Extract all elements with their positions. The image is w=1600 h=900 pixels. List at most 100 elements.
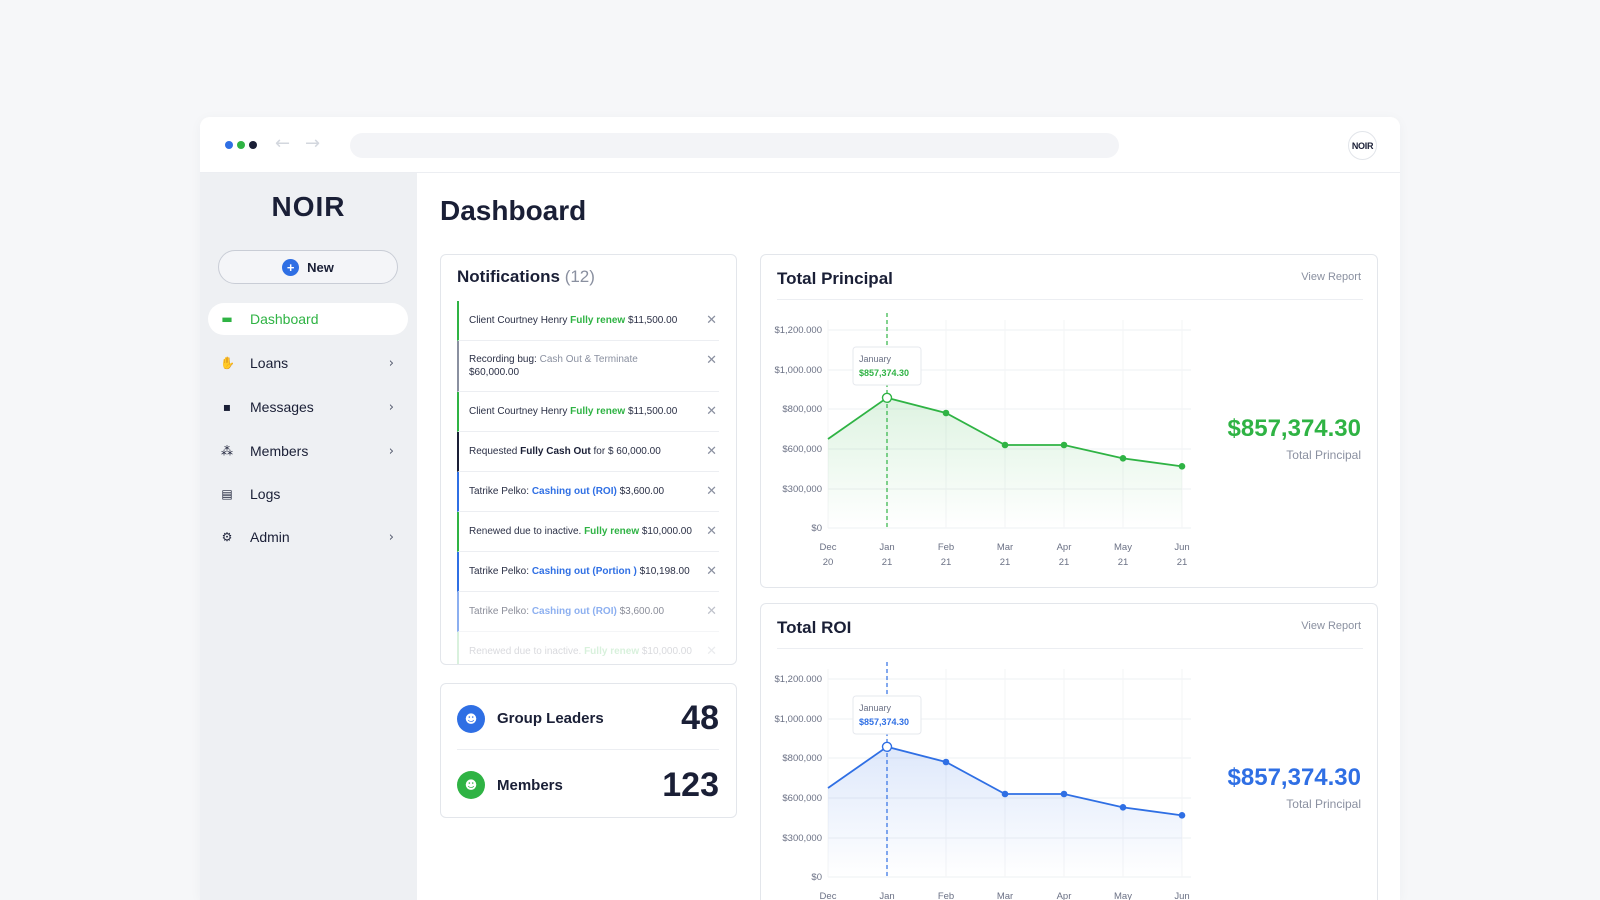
close-icon[interactable]: ✕ — [706, 404, 717, 419]
sidebar-item-members[interactable]: ⁂ Members › — [208, 435, 408, 467]
close-icon[interactable]: ✕ — [706, 564, 717, 579]
sidebar-item-label: Loans — [250, 355, 289, 371]
close-icon[interactable]: ✕ — [706, 604, 717, 619]
page-title: Dashboard — [440, 195, 587, 226]
notification-item[interactable]: Client Courtney Henry Fully renew $11,50… — [457, 301, 719, 341]
stat-members[interactable]: ☻ Members 123 — [457, 754, 719, 816]
window-dot-green[interactable] — [237, 141, 245, 149]
notifications-list[interactable]: Client Courtney Henry Fully renew $11,50… — [457, 301, 719, 664]
browser-topbar: ← → NOIR — [200, 117, 1400, 173]
stat-value: 123 — [662, 765, 719, 804]
close-icon[interactable]: ✕ — [706, 353, 717, 368]
data-point — [942, 758, 950, 766]
total-principal-caption: Total Principal — [1286, 448, 1361, 462]
notification-text: Recording bug: Cash Out & Terminate $60,… — [469, 353, 701, 379]
view-report-link[interactable]: View Report — [1301, 620, 1361, 632]
avatar[interactable]: NOIR — [1348, 131, 1377, 160]
log-file-icon: ▤ — [221, 487, 233, 501]
notification-text: Renewed due to inactive. Fully renew $10… — [469, 645, 701, 658]
notification-amount: $11,500.00 — [625, 315, 678, 326]
y-tick-label: $600,000 — [782, 793, 822, 804]
hand-coin-icon: ✋ — [220, 356, 235, 370]
group-leaders-icon: ☻ — [457, 704, 485, 733]
forward-arrow-icon[interactable]: → — [305, 133, 321, 154]
x-tick-label: 21 — [1059, 557, 1070, 568]
new-button-label: New — [307, 259, 334, 275]
notification-text: Requested Fully Cash Out for $ 60,000.00 — [469, 445, 701, 458]
notification-prefix: Recording bug: — [469, 354, 540, 365]
app-logo: NOIR — [271, 191, 346, 222]
x-tick-label: Jan — [879, 891, 894, 900]
window-dot-dark[interactable] — [249, 141, 257, 149]
new-button[interactable]: + New — [218, 250, 398, 284]
stat-group-leaders[interactable]: ☻ Group Leaders 48 — [457, 688, 719, 750]
notifications-card: Notifications (12) Client Courtney Henry… — [440, 254, 737, 665]
notification-item[interactable]: Tatrike Pelko: Cashing out (Portion ) $1… — [457, 552, 719, 592]
close-icon[interactable]: ✕ — [706, 644, 717, 659]
tooltip-box — [852, 695, 922, 735]
back-arrow-icon[interactable]: ← — [275, 133, 291, 154]
total-roi-chart[interactable]: $0 $300,000 $600,000 $800,000 $1,000.000 $1,2… — [761, 604, 1378, 900]
data-point — [1001, 790, 1009, 798]
chevron-right-icon: › — [388, 443, 394, 459]
x-tick-label: 21 — [1118, 557, 1129, 568]
close-icon[interactable]: ✕ — [706, 444, 717, 459]
data-point-highlight — [881, 741, 893, 753]
series-area — [828, 397, 1182, 528]
sidebar-item-messages[interactable]: ▪ Messages › — [208, 391, 408, 423]
notification-highlight: Cash Out & Terminate — [539, 354, 638, 365]
notification-item[interactable]: Renewed due to inactive. Fully renew $10… — [457, 512, 719, 552]
stats-card: ☻ Group Leaders 48 ☻ Members 123 — [440, 683, 737, 818]
address-bar[interactable] — [350, 133, 1119, 158]
sidebar-item-loans[interactable]: ✋ Loans › — [208, 347, 408, 379]
x-tick-label: Jun — [1174, 542, 1189, 553]
chart-title: Total ROI — [777, 618, 852, 637]
notifications-title: Notifications (12) — [457, 267, 595, 287]
x-tick-label: May — [1114, 891, 1132, 900]
data-point — [1178, 812, 1186, 819]
y-tick-label: $800,000 — [782, 753, 822, 764]
notification-prefix: Renewed due to inactive. — [469, 646, 585, 657]
notification-highlight: Fully renew — [584, 526, 640, 537]
sidebar-item-dashboard[interactable]: ▬ Dashboard — [208, 303, 408, 335]
close-icon[interactable]: ✕ — [706, 313, 717, 328]
admin-gear-icon: ⚙ — [221, 530, 233, 544]
notification-highlight: Cashing out (ROI) — [531, 606, 617, 617]
sidebar-item-admin[interactable]: ⚙ Admin › — [208, 521, 408, 553]
notification-amount: $10,000.00 — [639, 646, 692, 657]
notification-text: Tatrike Pelko: Cashing out (ROI) $3,600.… — [469, 605, 701, 618]
x-tick-label: 20 — [823, 557, 834, 568]
notification-prefix: Client Courtney Henry — [469, 406, 571, 417]
total-principal-card: $0 $300,000 $600,000 $800,000 $1,000.000 $1,2… — [760, 254, 1378, 588]
close-icon[interactable]: ✕ — [706, 484, 717, 499]
notification-amount: $10,000.00 — [639, 526, 692, 537]
total-roi-value: $857,374.30 — [1227, 764, 1361, 791]
x-tick-label: Jun — [1174, 891, 1189, 900]
notification-item[interactable]: Tatrike Pelko: Cashing out (ROI) $3,600.… — [457, 472, 719, 512]
notification-item[interactable]: Renewed due to inactive. Fully renew $10… — [457, 632, 719, 664]
notification-item[interactable]: Recording bug: Cash Out & Terminate $60,… — [457, 341, 719, 392]
view-report-link[interactable]: View Report — [1301, 271, 1361, 283]
chevron-right-icon: › — [388, 355, 394, 371]
notification-item[interactable]: Client Courtney Henry Fully renew $11,50… — [457, 392, 719, 432]
chevron-right-icon: › — [388, 399, 394, 415]
tooltip-value: $857,374.30 — [859, 368, 909, 378]
sidebar-item-logs[interactable]: ▤ Logs — [208, 478, 408, 510]
close-icon[interactable]: ✕ — [706, 524, 717, 539]
notification-text: Tatrike Pelko: Cashing out (Portion ) $1… — [469, 565, 701, 578]
y-tick-label: $600,000 — [782, 444, 822, 455]
notification-item[interactable]: Tatrike Pelko: Cashing out (ROI) $3,600.… — [457, 592, 719, 632]
notification-item[interactable]: Requested Fully Cash Out for $ 60,000.00… — [457, 432, 719, 472]
y-tick-label: $1,000.000 — [774, 714, 822, 725]
x-tick-label: 21 — [941, 557, 952, 568]
notification-text: Client Courtney Henry Fully renew $11,50… — [469, 314, 701, 327]
notification-prefix: Requested — [469, 446, 521, 457]
x-tick-label: Dec — [820, 542, 837, 553]
sidebar-item-label: Logs — [250, 486, 281, 502]
x-tick-label: 21 — [1000, 557, 1011, 568]
notification-highlight: Fully renew — [570, 406, 626, 417]
window-dot-blue[interactable] — [225, 141, 233, 149]
y-tick-label: $1,000.000 — [774, 365, 822, 376]
total-principal-chart[interactable]: $0 $300,000 $600,000 $800,000 $1,000.000 $1,2… — [761, 255, 1378, 588]
stat-label: Group Leaders — [497, 710, 604, 727]
